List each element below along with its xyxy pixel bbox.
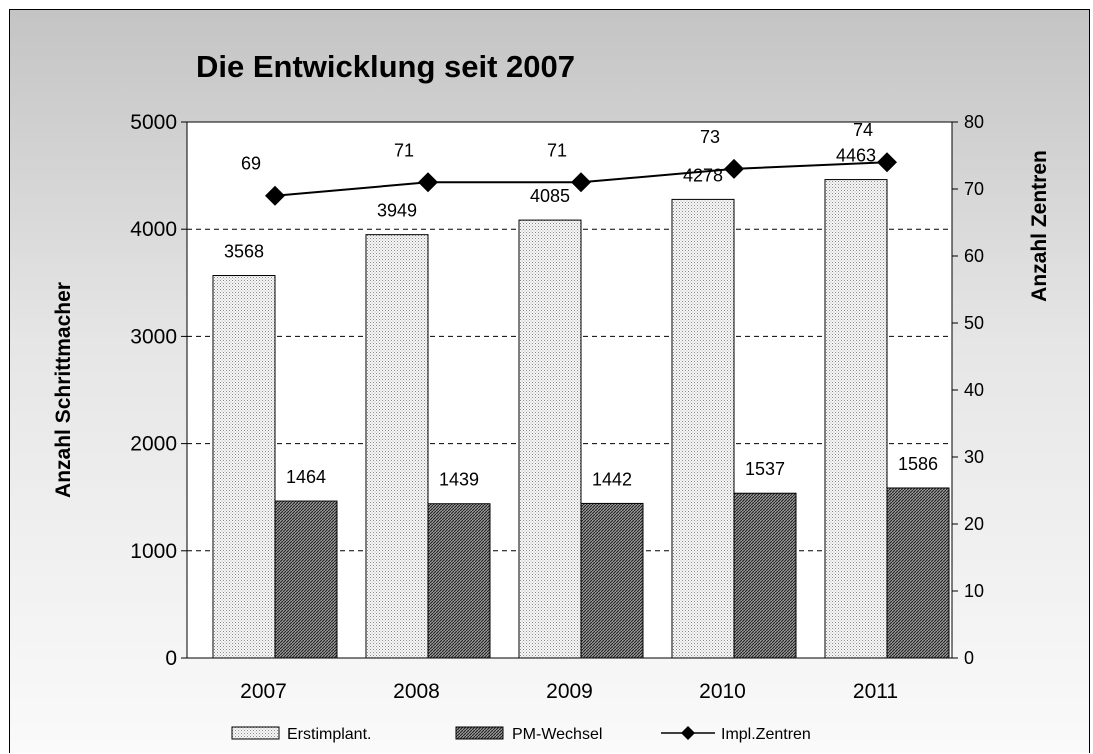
data-label-pm-wechsel: 1537 — [745, 459, 785, 479]
data-label-pm-wechsel: 1464 — [286, 467, 326, 487]
y-tick-label: 3000 — [130, 325, 177, 348]
x-tick-label: 2009 — [546, 680, 593, 703]
y-axis-label: Anzahl Schrittmacher — [52, 282, 75, 498]
y2-tick-label: 50 — [964, 313, 984, 333]
series-erstimplant: 3568 3949 4085 4278 4463 — [212, 146, 888, 659]
legend-swatch-erstimplant — [231, 726, 280, 740]
chart-frame: Die Entwicklung seit 2007 3568 3949 4085 42… — [9, 9, 1090, 753]
y-tick-label: 1000 — [130, 540, 177, 563]
y-axis-right: 0 10 20 30 40 50 60 70 80 — [952, 112, 984, 668]
marker-impl-zentren — [571, 172, 591, 193]
legend-label-impl-zentren: Impl.Zentren — [721, 726, 811, 743]
data-label-erstimplant: 4085 — [530, 186, 570, 206]
data-label-pm-wechsel: 1442 — [592, 469, 632, 489]
bar-pm-wechsel — [580, 502, 644, 659]
y2-tick-label: 60 — [964, 246, 984, 266]
bar-pm-wechsel — [427, 503, 491, 659]
legend-label-erstimplant: Erstimplant. — [287, 726, 371, 743]
y2-tick-label: 0 — [964, 648, 974, 668]
series-impl-zentren: 69 71 71 73 74 — [241, 120, 897, 206]
bar-pm-wechsel — [886, 487, 950, 659]
bar-pm-wechsel — [274, 500, 338, 659]
x-axis: 2007 2008 2009 2010 2011 — [240, 680, 898, 703]
data-label-pm-wechsel: 1439 — [439, 470, 479, 490]
chart: Die Entwicklung seit 2007 3568 3949 4085 42… — [52, 49, 1051, 743]
y2-tick-label: 10 — [964, 581, 984, 601]
bar-erstimplant — [824, 179, 888, 659]
series-pm-wechsel: 1464 1439 1442 1537 1586 — [274, 454, 950, 659]
marker-impl-zentren — [724, 158, 744, 179]
marker-impl-zentren — [265, 185, 285, 206]
bar-erstimplant — [212, 275, 276, 659]
y-tick-label: 0 — [165, 647, 177, 670]
data-label-erstimplant: 3949 — [377, 201, 417, 221]
y-axis-left: 0 1000 2000 3000 4000 5000 — [130, 111, 187, 670]
legend-marker-impl-zentren — [681, 726, 695, 740]
y2-tick-label: 20 — [964, 514, 984, 534]
x-tick-label: 2011 — [853, 680, 898, 703]
y2-tick-label: 80 — [964, 112, 984, 132]
bar-erstimplant — [671, 198, 735, 659]
y2-tick-label: 70 — [964, 179, 984, 199]
y-tick-label: 5000 — [130, 111, 177, 134]
bar-pm-wechsel — [733, 492, 797, 659]
y2-axis-label: Anzahl Zentren — [1028, 150, 1051, 302]
legend-swatch-pm-wechsel — [455, 726, 504, 740]
legend: Erstimplant. PM-Wechsel Impl.Zentren — [231, 726, 811, 743]
data-label-erstimplant: 3568 — [224, 242, 264, 262]
data-label-impl-zentren: 71 — [547, 140, 567, 160]
y-tick-label: 4000 — [130, 218, 177, 241]
legend-label-pm-wechsel: PM-Wechsel — [512, 726, 602, 743]
chart-title: Die Entwicklung seit 2007 — [196, 49, 575, 84]
bar-erstimplant — [518, 219, 582, 659]
data-label-impl-zentren: 71 — [394, 140, 414, 160]
x-tick-label: 2010 — [699, 680, 746, 703]
data-label-impl-zentren: 74 — [853, 120, 873, 140]
bar-erstimplant — [365, 234, 429, 659]
x-tick-label: 2007 — [240, 680, 287, 703]
y-tick-label: 2000 — [130, 433, 177, 456]
marker-impl-zentren — [877, 152, 897, 173]
marker-impl-zentren — [418, 172, 438, 193]
data-label-pm-wechsel: 1586 — [898, 454, 938, 474]
x-tick-label: 2008 — [393, 680, 440, 703]
y2-tick-label: 40 — [964, 380, 984, 400]
data-label-impl-zentren: 73 — [700, 127, 720, 147]
data-label-erstimplant: 4463 — [836, 146, 876, 166]
data-label-impl-zentren: 69 — [241, 154, 261, 174]
data-label-erstimplant: 4278 — [683, 165, 723, 185]
y2-tick-label: 30 — [964, 447, 984, 467]
